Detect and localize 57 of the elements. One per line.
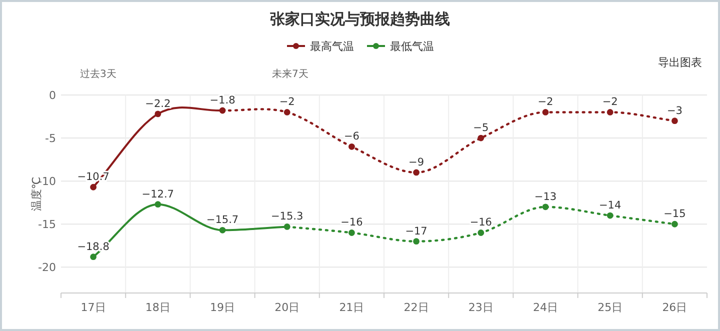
y-tick-label: -5: [45, 132, 56, 146]
y-tick-label: 0: [49, 89, 56, 102]
point: [672, 118, 678, 124]
data-label: −15.7: [206, 214, 239, 226]
point: [154, 201, 162, 208]
point: [413, 169, 420, 176]
x-tick-label: 19日: [210, 301, 235, 314]
point: [606, 212, 614, 219]
point: [90, 254, 96, 260]
point: [348, 230, 355, 236]
x-tick-label: 18日: [145, 301, 170, 314]
x-tick-label: 17日: [80, 301, 106, 314]
legend-label: 最高气温: [310, 40, 354, 53]
data-label: −6: [344, 130, 360, 143]
point: [154, 110, 162, 118]
data-label: −15.3: [271, 210, 304, 223]
x-tick-label: 24日: [533, 301, 558, 314]
y-tick-label: -10: [38, 175, 56, 188]
point: [542, 109, 549, 116]
x-tick-label: 20日: [274, 301, 300, 314]
point: [219, 226, 226, 234]
data-label: −12.7: [142, 188, 174, 200]
data-label: −2: [602, 96, 618, 108]
data-label: −16: [470, 216, 492, 229]
y-tick-label: -20: [38, 261, 56, 274]
point: [478, 230, 484, 236]
point: [284, 109, 290, 116]
x-tick-label: 21日: [339, 301, 364, 314]
data-label: −2: [279, 96, 295, 108]
data-label: −5: [473, 122, 489, 134]
point: [672, 220, 678, 228]
x-tick-label: 26日: [662, 301, 688, 314]
data-label: −15: [664, 208, 686, 220]
x-tick-label: 22日: [404, 301, 429, 314]
legend-label: 最低气温: [390, 40, 434, 53]
y-tick-label: -15: [38, 218, 56, 232]
x-tick-label: 25日: [598, 301, 623, 314]
point: [90, 184, 96, 190]
point: [606, 109, 614, 116]
data-label: −2: [538, 96, 554, 108]
point: [478, 134, 484, 142]
text: 未来7天: [272, 68, 308, 80]
data-label: −17: [405, 225, 428, 238]
data-label: −9: [408, 156, 424, 168]
data-label: −2.2: [145, 98, 171, 110]
point: [542, 204, 549, 210]
text: 导出图表: [658, 56, 702, 69]
data-label: −13: [534, 190, 557, 203]
data-label: −1.8: [210, 94, 236, 106]
chart-title: 张家口实况与预报趋势曲线: [270, 10, 450, 28]
data-label: −16: [340, 216, 364, 229]
data-label: −14: [599, 200, 622, 212]
point: [413, 238, 420, 245]
data-label: −3: [666, 104, 682, 117]
x-tick-label: 23日: [468, 301, 494, 314]
point: [348, 143, 355, 150]
text: 过去3天: [80, 68, 116, 80]
